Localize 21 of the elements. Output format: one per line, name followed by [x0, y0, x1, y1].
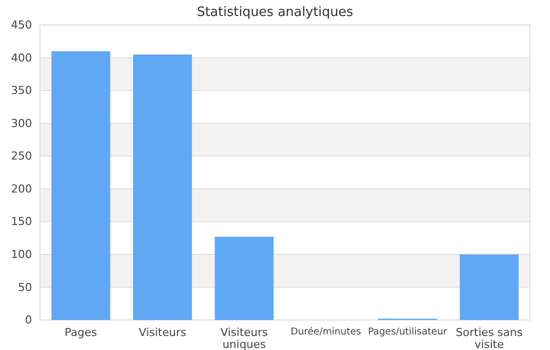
- bar: [214, 236, 274, 320]
- y-tick-label: 150: [11, 215, 32, 228]
- y-tick-label: 100: [11, 248, 32, 261]
- y-tick-label: 0: [25, 314, 32, 327]
- x-tick-label: Durée/minutes: [290, 326, 362, 338]
- y-tick-label: 50: [18, 280, 32, 294]
- y-tick-label: 350: [11, 84, 32, 98]
- y-tick-label: 400: [11, 51, 32, 64]
- x-tick-label: Pages: [64, 326, 98, 339]
- y-tick-label: 300: [11, 116, 32, 130]
- x-tick-label: Sorties sans visite: [456, 326, 523, 350]
- bar: [460, 254, 519, 320]
- bar: [133, 54, 192, 320]
- x-tick-label: Pages/utilisateur: [368, 326, 448, 338]
- x-tick-label: Visiteurs: [138, 326, 186, 339]
- x-tick-label: Visiteurs uniques: [220, 326, 268, 350]
- chart-title: Statistiques analytiques: [196, 5, 354, 20]
- bar: [51, 51, 110, 320]
- y-tick-label: 200: [11, 182, 32, 196]
- y-tick-label: 250: [11, 150, 32, 163]
- y-tick-label: 450: [11, 18, 32, 32]
